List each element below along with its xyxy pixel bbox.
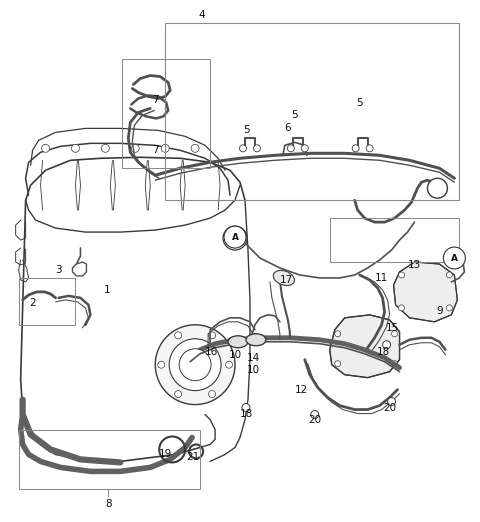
Circle shape [42, 145, 49, 152]
Circle shape [209, 332, 216, 339]
Circle shape [352, 145, 359, 152]
Text: 10: 10 [228, 350, 241, 360]
Text: 13: 13 [408, 260, 421, 270]
Circle shape [392, 331, 397, 337]
Circle shape [72, 145, 80, 152]
Text: 3: 3 [55, 265, 62, 275]
Bar [122, 58, 210, 168]
Circle shape [446, 272, 452, 278]
Text: 7: 7 [152, 96, 158, 105]
Text: 12: 12 [295, 385, 309, 395]
Text: 9: 9 [436, 306, 443, 316]
Circle shape [191, 145, 199, 152]
Circle shape [169, 339, 221, 390]
Circle shape [253, 145, 261, 152]
Text: 2: 2 [29, 298, 36, 308]
Text: 5: 5 [244, 125, 250, 135]
Text: 1: 1 [104, 285, 111, 295]
Text: 20: 20 [383, 402, 396, 412]
Text: 14: 14 [246, 353, 260, 363]
Ellipse shape [228, 336, 248, 348]
Text: 15: 15 [386, 323, 399, 333]
Circle shape [155, 325, 235, 405]
Circle shape [446, 305, 452, 311]
Circle shape [175, 332, 181, 339]
Bar [19, 278, 75, 325]
Circle shape [301, 145, 308, 152]
Circle shape [224, 226, 246, 248]
Circle shape [132, 145, 139, 152]
Text: 5: 5 [356, 99, 363, 109]
Circle shape [392, 361, 397, 366]
Polygon shape [394, 262, 457, 322]
Text: A: A [451, 254, 458, 263]
Circle shape [428, 178, 447, 198]
Circle shape [335, 331, 341, 337]
Circle shape [158, 361, 165, 368]
Circle shape [444, 247, 465, 269]
Text: 18: 18 [240, 409, 252, 419]
Circle shape [242, 404, 250, 411]
Text: 5: 5 [291, 111, 298, 121]
Text: 20: 20 [308, 414, 321, 424]
Circle shape [179, 349, 211, 381]
Bar [165, 22, 459, 200]
Text: 16: 16 [204, 347, 218, 357]
Bar [19, 430, 200, 489]
Text: 10: 10 [246, 365, 260, 375]
Ellipse shape [273, 270, 294, 286]
Circle shape [240, 145, 247, 152]
Circle shape [161, 145, 169, 152]
Circle shape [335, 361, 341, 366]
Text: 19: 19 [158, 449, 172, 459]
Circle shape [311, 411, 319, 419]
Circle shape [101, 145, 109, 152]
Text: 4: 4 [199, 10, 205, 20]
Text: 17: 17 [280, 275, 293, 285]
Text: 7: 7 [152, 145, 158, 156]
Circle shape [209, 390, 216, 398]
Circle shape [175, 390, 181, 398]
Circle shape [387, 398, 396, 406]
Text: 11: 11 [375, 273, 388, 283]
Text: A: A [231, 233, 239, 242]
Text: 18: 18 [377, 347, 390, 357]
Text: 8: 8 [105, 500, 112, 509]
Circle shape [383, 341, 391, 349]
Polygon shape [330, 315, 399, 377]
Circle shape [398, 305, 405, 311]
Circle shape [398, 272, 405, 278]
Circle shape [226, 361, 232, 368]
Text: 6: 6 [285, 123, 291, 134]
Circle shape [223, 226, 247, 250]
Bar [330, 218, 459, 262]
Text: 21: 21 [187, 453, 200, 462]
Ellipse shape [246, 334, 266, 346]
Circle shape [288, 145, 294, 152]
Circle shape [366, 145, 373, 152]
